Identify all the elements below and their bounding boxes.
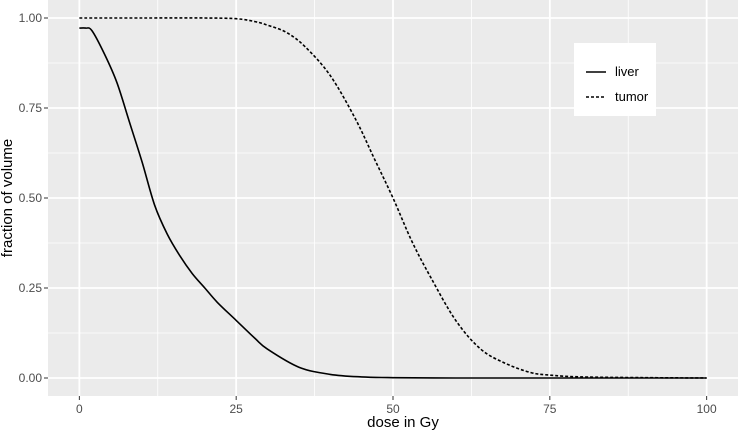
legend-label-liver: liver (615, 64, 640, 79)
x-tick-label: 25 (230, 402, 244, 416)
series-line-tumor (79, 17, 707, 379)
y-axis-title: fraction of volume (0, 139, 16, 257)
x-tick-label: 100 (697, 402, 717, 416)
legend: liver tumor (574, 43, 656, 116)
legend-label-tumor: tumor (615, 89, 649, 104)
y-tick-label: 0.50 (19, 191, 43, 205)
y-tick-label: 0.25 (19, 281, 43, 295)
legend-box (574, 43, 656, 116)
x-tick-label: 50 (386, 402, 400, 416)
x-axis-title: dose in Gy (367, 414, 439, 431)
y-tick-label: 0.00 (19, 371, 43, 385)
x-axis: 0 25 50 75 100 (76, 396, 717, 416)
x-tick-label: 0 (76, 402, 83, 416)
y-axis: 0.00 0.25 0.50 0.75 1.00 (19, 11, 48, 385)
series-layer (79, 17, 707, 379)
x-tick-label: 75 (543, 402, 557, 416)
series-line-liver (79, 27, 707, 379)
y-tick-label: 1.00 (19, 11, 43, 25)
y-tick-label: 0.75 (19, 101, 43, 115)
